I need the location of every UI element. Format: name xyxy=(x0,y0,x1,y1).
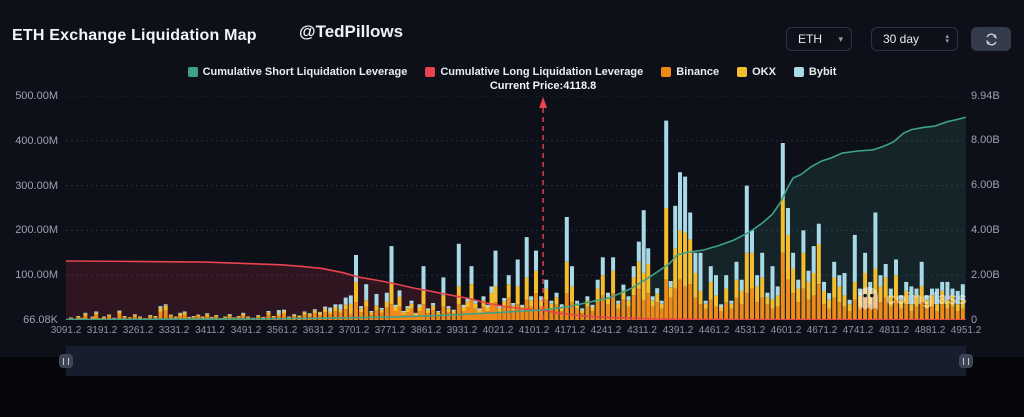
x-axis-label: 4531.2 xyxy=(734,325,766,336)
brush-handle-left[interactable] xyxy=(59,354,73,368)
x-axis-label: 4171.2 xyxy=(554,325,586,336)
x-axis-label: 3191.2 xyxy=(86,325,118,336)
x-axis-label: 4311.2 xyxy=(627,325,657,336)
short-line xyxy=(65,116,967,321)
spinner-icon: ▴ ▾ xyxy=(945,33,949,45)
legend-label: Cumulative Long Liquidation Leverage xyxy=(440,66,644,78)
x-axis-label: 3771.2 xyxy=(374,325,406,336)
legend-swatch-icon xyxy=(661,67,672,77)
brush-track[interactable] xyxy=(66,346,966,376)
period-select-value: 30 day xyxy=(883,32,920,46)
symbol-select[interactable]: ETH ▾ xyxy=(786,27,852,51)
right-axis-label: 6.00B xyxy=(971,178,1000,191)
legend-swatch-icon xyxy=(425,67,436,77)
symbol-select-value: ETH xyxy=(798,32,822,46)
short-area xyxy=(66,117,966,320)
x-axis-label: 4881.2 xyxy=(914,325,946,336)
x-axis-label: 4101.2 xyxy=(518,325,550,336)
x-axis-label: 3631.2 xyxy=(302,325,334,336)
legend-item-binance[interactable]: Binance xyxy=(661,66,719,78)
right-axis-label: 8.00B xyxy=(971,133,1000,146)
x-axis-label: 4741.2 xyxy=(842,325,874,336)
x-axis-label: 3091.2 xyxy=(50,325,82,336)
legend-swatch-icon xyxy=(737,67,748,77)
x-axis-label: 3491.2 xyxy=(230,325,262,336)
left-axis-label: 66.08K xyxy=(23,314,58,326)
legend: Cumulative Short Liquidation Leverage Cum… xyxy=(0,66,1024,78)
legend-swatch-icon xyxy=(187,67,198,77)
left-axis-label: 100.00M xyxy=(15,269,58,282)
legend-label: Cumulative Short Liquidation Leverage xyxy=(202,66,408,78)
x-axis-label: 4671.2 xyxy=(806,325,838,336)
legend-item-bybit[interactable]: Bybit xyxy=(793,66,837,78)
x-axis-label: 3561.2 xyxy=(266,325,298,336)
legend-item-cumulative-long-liquidation-leverage[interactable]: Cumulative Long Liquidation Leverage xyxy=(425,66,643,78)
current-price-line xyxy=(539,97,548,320)
x-axis-label: 4811.2 xyxy=(879,325,909,336)
x-axis-label: 3411.2 xyxy=(195,325,225,336)
legend-label: OKX xyxy=(752,66,776,78)
refresh-button[interactable] xyxy=(971,27,1011,51)
grip-icon xyxy=(963,357,969,365)
legend-item-okx[interactable]: OKX xyxy=(737,66,776,78)
left-axis-label: 400.00M xyxy=(15,134,58,147)
left-axis-label: 500.00M xyxy=(15,90,58,102)
period-select[interactable]: 30 day ▴ ▾ xyxy=(871,27,958,51)
long-line xyxy=(65,260,966,321)
right-axis-label: 2.00B xyxy=(971,268,1000,281)
x-axis-label: 3861.2 xyxy=(410,325,442,336)
long-area xyxy=(66,261,966,320)
grip-icon xyxy=(63,357,69,365)
left-axis-label: 300.00M xyxy=(15,179,58,192)
page-title: ETH Exchange Liquidation Map xyxy=(12,27,257,44)
bottom-strip xyxy=(0,413,1024,417)
left-axis-label: 200.00M xyxy=(15,224,58,237)
x-axis-label: 4461.2 xyxy=(698,325,730,336)
x-axis-label: 4391.2 xyxy=(662,325,694,336)
x-axis-label: 4601.2 xyxy=(770,325,802,336)
legend-label: Binance xyxy=(676,66,720,78)
chevron-down-icon: ▾ xyxy=(838,33,843,44)
x-axis-label: 3931.2 xyxy=(446,325,478,336)
x-axis-label: 4241.2 xyxy=(590,325,622,336)
x-axis-label: 3261.2 xyxy=(122,325,154,336)
brush-handle-right[interactable] xyxy=(959,354,973,368)
current-price-label: Current Price:4118.8 xyxy=(489,80,597,92)
x-axis-label: 4951.2 xyxy=(950,325,982,336)
chart-plot[interactable] xyxy=(65,95,967,321)
x-axis-label: 3331.2 xyxy=(158,325,190,336)
right-axis-label: 0 xyxy=(971,314,978,326)
x-axis-label: 4021.2 xyxy=(482,325,514,336)
legend-label: Bybit xyxy=(808,66,837,78)
right-axis-label: 4.00B xyxy=(971,223,1000,236)
right-axis-label: 9.94B xyxy=(971,90,1000,102)
refresh-icon xyxy=(984,32,999,47)
legend-swatch-icon xyxy=(793,67,804,77)
legend-item-cumulative-short-liquidation-leverage[interactable]: Cumulative Short Liquidation Leverage xyxy=(187,66,408,78)
x-axis-label: 3701.2 xyxy=(338,325,370,336)
author-handle: @TedPillows xyxy=(299,22,404,41)
liquidation-bars xyxy=(69,120,965,320)
